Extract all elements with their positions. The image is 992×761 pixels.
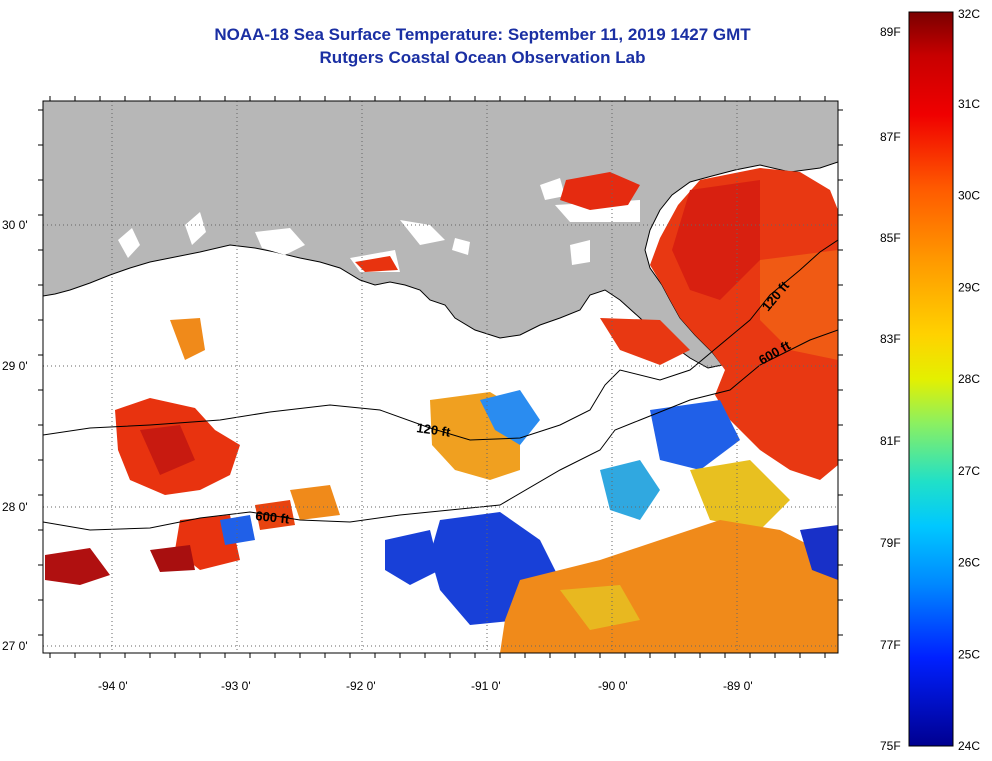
axis-ticks: [38, 96, 843, 658]
lon-label: -93 0': [221, 679, 251, 693]
colorbar-fahrenheit-label: 79F: [880, 536, 901, 550]
sst-patch-warm: [760, 250, 838, 360]
colorbar-celsius-label: 28C: [958, 372, 980, 386]
inland-water: [255, 228, 305, 255]
lat-label: 27 0': [2, 639, 28, 653]
sst-patch-hot: [45, 548, 110, 585]
inland-water: [185, 212, 206, 245]
colorbar-fahrenheit-label: 87F: [880, 130, 901, 144]
graticule: [43, 101, 838, 653]
colorbar-celsius-label: 31C: [958, 97, 980, 111]
lat-label: 28 0': [2, 500, 28, 514]
sst-patch-hot: [140, 425, 195, 475]
colorbar-fahrenheit-label: 77F: [880, 638, 901, 652]
sst-patch-yellow: [690, 460, 790, 530]
sst-patch-yellow: [560, 585, 640, 630]
isobath-label: 600 ft: [255, 508, 291, 527]
colorbar-fahrenheit-label: 83F: [880, 332, 901, 346]
inland-water: [540, 178, 565, 200]
map-border: [42, 100, 839, 654]
sst-patch-warm: [355, 256, 398, 272]
lon-label: -94 0': [98, 679, 128, 693]
colorbar-fahrenheit-label: 75F: [880, 739, 901, 753]
colorbar-celsius-label: 26C: [958, 556, 980, 570]
sst-patch-orange: [170, 318, 205, 360]
colorbar-fahrenheit-label: 81F: [880, 434, 901, 448]
inland-water: [118, 228, 140, 258]
inland-water: [570, 240, 590, 265]
sst-patch-hot: [150, 545, 195, 572]
colorbar-fahrenheit-label: 85F: [880, 231, 901, 245]
lon-label: -92 0': [346, 679, 376, 693]
sst-patch-cool: [650, 400, 740, 470]
sst-patch-orange: [290, 485, 340, 520]
map-subtitle: Rutgers Coastal Ocean Observation Lab: [319, 48, 646, 67]
sst-patch-warm: [560, 172, 640, 210]
lon-label: -91 0': [471, 679, 501, 693]
isobath-120ft: [43, 239, 838, 441]
colorbar-celsius-label: 27C: [958, 464, 980, 478]
sst-patch-cool: [600, 460, 660, 520]
colorbar-celsius-label: 29C: [958, 280, 980, 294]
colorbar-celsius-label: 32C: [958, 7, 980, 21]
lon-label: -90 0': [598, 679, 628, 693]
inland-water: [452, 238, 470, 255]
colorbar-fahrenheit-label: 89F: [880, 25, 901, 39]
inland-water: [400, 220, 445, 245]
colorbar-celsius-label: 25C: [958, 647, 980, 661]
colorbar-celsius-label: 30C: [958, 189, 980, 203]
sst-patch-hot: [672, 180, 760, 300]
sst-patch-cool: [385, 530, 440, 585]
sst-patch-cool: [480, 390, 540, 445]
map-title: NOAA-18 Sea Surface Temperature: Septemb…: [214, 25, 751, 44]
isobath-600ft: [43, 329, 838, 531]
lon-label: -89 0': [723, 679, 753, 693]
sst-patch-warm: [255, 500, 295, 530]
sst-patch-warm: [600, 318, 690, 365]
lat-label: 29 0': [2, 359, 28, 373]
colorbar-celsius-label: 24C: [958, 739, 980, 753]
sst-patch-cool: [800, 525, 838, 580]
land-mass: [43, 101, 838, 369]
colorbar: [908, 11, 954, 747]
lat-label: 30 0': [2, 218, 28, 232]
isobath-label: 120 ft: [416, 420, 452, 440]
